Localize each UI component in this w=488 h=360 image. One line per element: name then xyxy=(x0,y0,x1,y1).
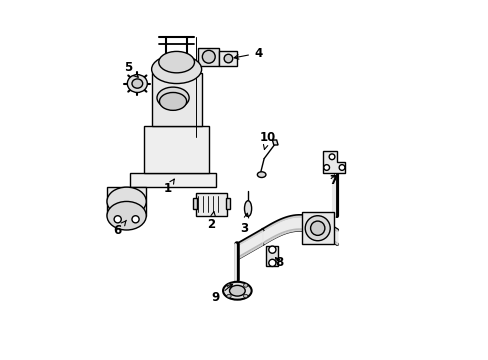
Ellipse shape xyxy=(132,79,142,88)
Ellipse shape xyxy=(323,165,329,170)
Bar xyxy=(301,212,333,244)
Ellipse shape xyxy=(107,202,146,230)
Bar xyxy=(107,187,146,216)
Ellipse shape xyxy=(223,282,251,300)
Text: 2: 2 xyxy=(207,212,215,231)
Bar xyxy=(225,198,230,208)
Ellipse shape xyxy=(114,216,121,223)
Ellipse shape xyxy=(229,285,244,296)
Ellipse shape xyxy=(328,154,334,159)
Ellipse shape xyxy=(226,284,231,287)
Ellipse shape xyxy=(243,284,247,287)
Text: 7: 7 xyxy=(328,174,336,186)
Ellipse shape xyxy=(151,55,201,84)
Text: 1: 1 xyxy=(163,179,174,195)
Ellipse shape xyxy=(268,246,275,253)
Ellipse shape xyxy=(243,294,247,298)
Text: 4: 4 xyxy=(234,47,262,60)
Ellipse shape xyxy=(339,165,344,170)
Ellipse shape xyxy=(244,201,251,216)
Polygon shape xyxy=(116,216,137,223)
Ellipse shape xyxy=(127,75,147,93)
Ellipse shape xyxy=(107,187,146,216)
Ellipse shape xyxy=(202,50,215,63)
Polygon shape xyxy=(323,152,344,173)
Ellipse shape xyxy=(224,54,232,63)
Polygon shape xyxy=(272,140,278,145)
Bar xyxy=(192,198,197,208)
Ellipse shape xyxy=(305,216,329,241)
Text: 5: 5 xyxy=(124,61,138,77)
Bar xyxy=(219,51,237,66)
Ellipse shape xyxy=(157,87,189,109)
Polygon shape xyxy=(144,126,208,173)
Ellipse shape xyxy=(159,93,186,111)
Ellipse shape xyxy=(226,294,231,298)
Polygon shape xyxy=(151,73,201,126)
Text: 3: 3 xyxy=(240,213,248,235)
Text: 9: 9 xyxy=(211,284,232,305)
Bar xyxy=(196,193,226,216)
Text: 10: 10 xyxy=(259,131,275,149)
Ellipse shape xyxy=(310,221,324,235)
Bar xyxy=(198,48,219,66)
Bar xyxy=(265,246,278,266)
Ellipse shape xyxy=(268,259,275,266)
Ellipse shape xyxy=(159,51,194,73)
Text: 6: 6 xyxy=(113,220,126,237)
Ellipse shape xyxy=(257,172,265,177)
Polygon shape xyxy=(130,173,216,187)
Ellipse shape xyxy=(132,216,139,223)
Text: 8: 8 xyxy=(275,256,283,269)
